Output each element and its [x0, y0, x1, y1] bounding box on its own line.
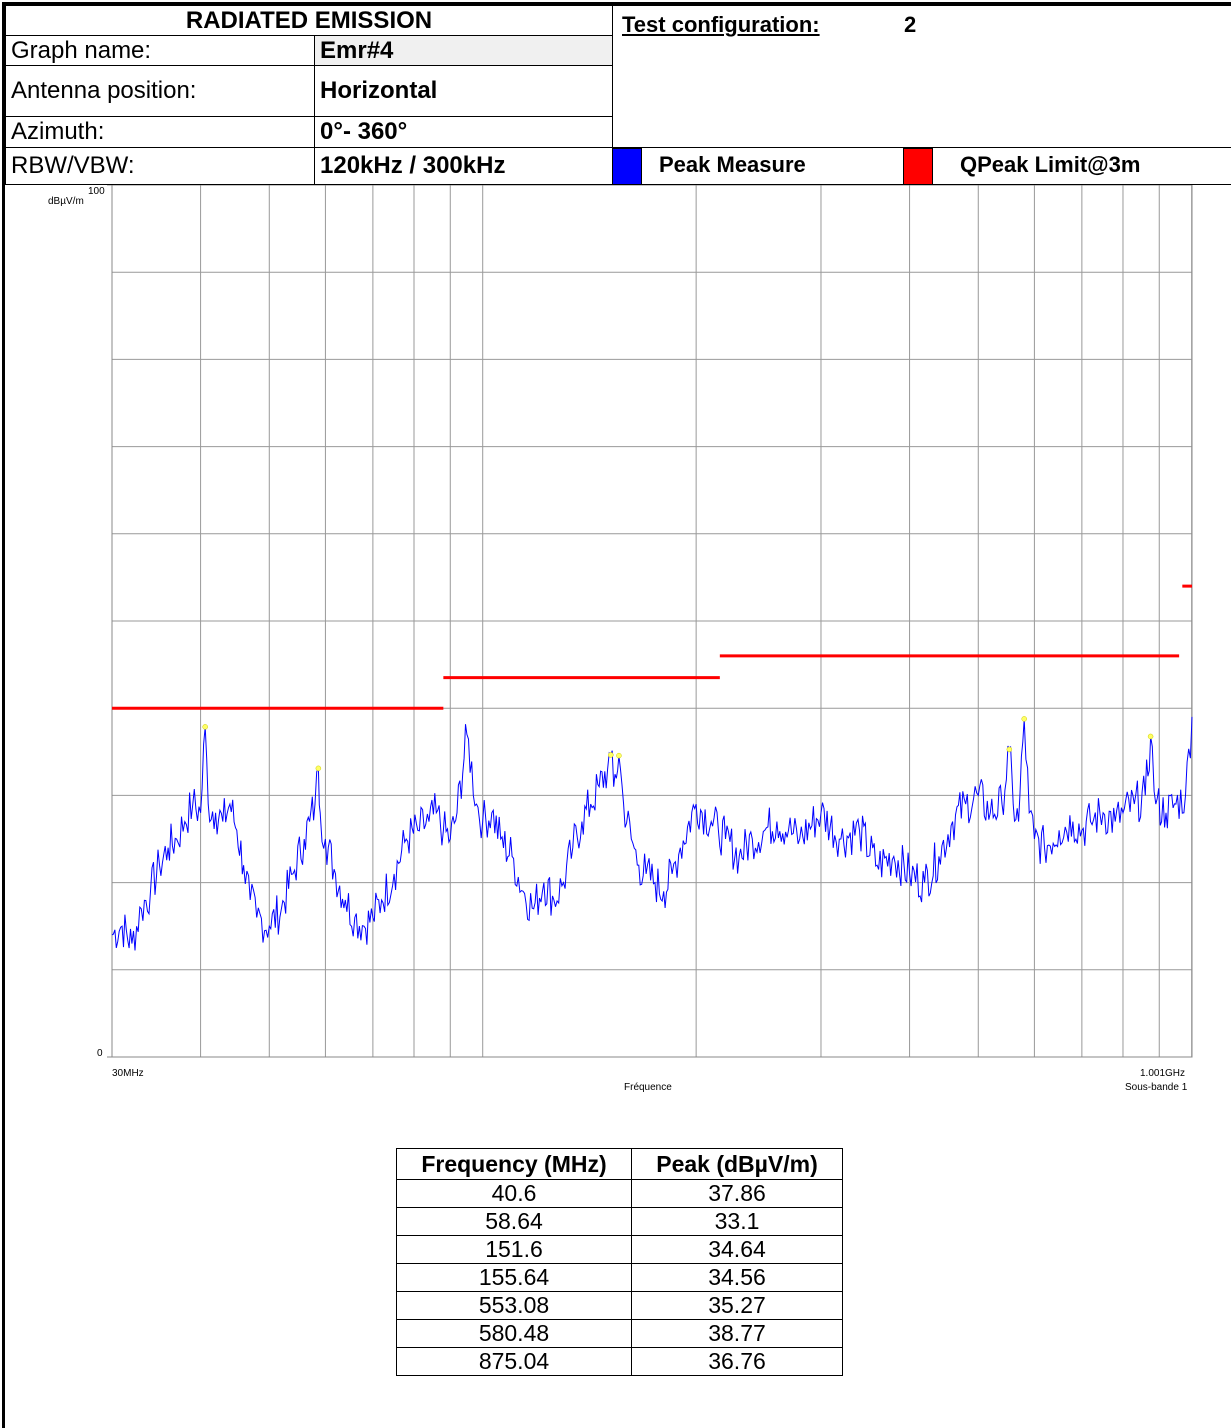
rbw-vbw-label: RBW/VBW: — [5, 147, 315, 185]
report-title: RADIATED EMISSION — [5, 5, 613, 36]
table-header-row: Frequency (MHz) Peak (dBµV/m) — [396, 1148, 843, 1180]
freq-column-header: Frequency (MHz) — [396, 1148, 632, 1180]
results-table: Frequency (MHz) Peak (dBµV/m) 40.6 37.86 … — [396, 1148, 843, 1376]
test-config-value: 2 — [904, 12, 917, 37]
peak-marker — [202, 724, 208, 730]
test-config-label: Test configuration: — [622, 12, 820, 37]
freq-cell: 155.64 — [396, 1263, 632, 1292]
x-axis-title: Fréquence — [624, 1082, 672, 1093]
x-tick-end: 1.001GHz — [1140, 1068, 1186, 1079]
peak-cell: 35.27 — [631, 1291, 843, 1320]
table-row: 155.64 34.56 — [396, 1263, 843, 1292]
table-row: 875.04 36.76 — [396, 1347, 843, 1376]
freq-cell: 875.04 — [396, 1347, 632, 1376]
table-row: 151.6 34.64 — [396, 1235, 843, 1264]
limit-legend-swatch — [903, 148, 933, 185]
y-tick-bottom: 0 — [97, 1048, 103, 1059]
y-tick-top: 100 — [88, 186, 105, 197]
limit-legend-label: QPeak Limit@3m — [960, 152, 1141, 177]
peak-cell: 38.77 — [631, 1319, 843, 1348]
rbw-vbw-value: 120kHz / 300kHz — [314, 147, 613, 185]
freq-cell: 40.6 — [396, 1179, 632, 1208]
peak-marker — [616, 752, 622, 759]
azimuth-value: 0°- 360° — [314, 116, 613, 148]
peak-cell: 33.1 — [631, 1207, 843, 1236]
peak-legend-swatch — [612, 148, 642, 185]
freq-cell: 151.6 — [396, 1235, 632, 1264]
x-tick-start: 30MHz — [112, 1068, 144, 1079]
peak-marker — [608, 752, 614, 758]
graph-name-value: Emr#4 — [314, 35, 613, 66]
freq-cell: 553.08 — [396, 1291, 632, 1320]
peak-cell: 37.86 — [631, 1179, 843, 1208]
azimuth-label: Azimuth: — [5, 116, 315, 148]
freq-cell: 58.64 — [396, 1207, 632, 1236]
peak-marker — [315, 765, 322, 772]
table-row: 40.6 37.86 — [396, 1179, 843, 1208]
y-unit-label: dBµV/m — [48, 196, 84, 207]
table-row: 58.64 33.1 — [396, 1207, 843, 1236]
antenna-position-label: Antenna position: — [5, 65, 315, 117]
subband-label: Sous-bande 1 — [1125, 1082, 1188, 1093]
freq-cell: 580.48 — [396, 1319, 632, 1348]
plot-frame — [111, 185, 1193, 1058]
antenna-position-value: Horizontal — [314, 65, 613, 117]
peak-legend-label: Peak Measure — [659, 152, 806, 177]
peak-marker — [1021, 716, 1027, 722]
table-row: 553.08 35.27 — [396, 1291, 843, 1320]
peak-marker — [1147, 733, 1154, 740]
peak-cell: 36.76 — [631, 1347, 843, 1376]
test-config-box — [612, 5, 1231, 148]
peak-cell: 34.64 — [631, 1235, 843, 1264]
graph-name-label: Graph name: — [5, 35, 315, 66]
emission-chart — [107, 185, 1193, 1058]
peak-marker — [1006, 746, 1013, 753]
peak-cell: 34.56 — [631, 1263, 843, 1292]
peak-measure-line — [111, 716, 1193, 951]
peak-column-header: Peak (dBµV/m) — [631, 1148, 843, 1180]
table-row: 580.48 38.77 — [396, 1319, 843, 1348]
